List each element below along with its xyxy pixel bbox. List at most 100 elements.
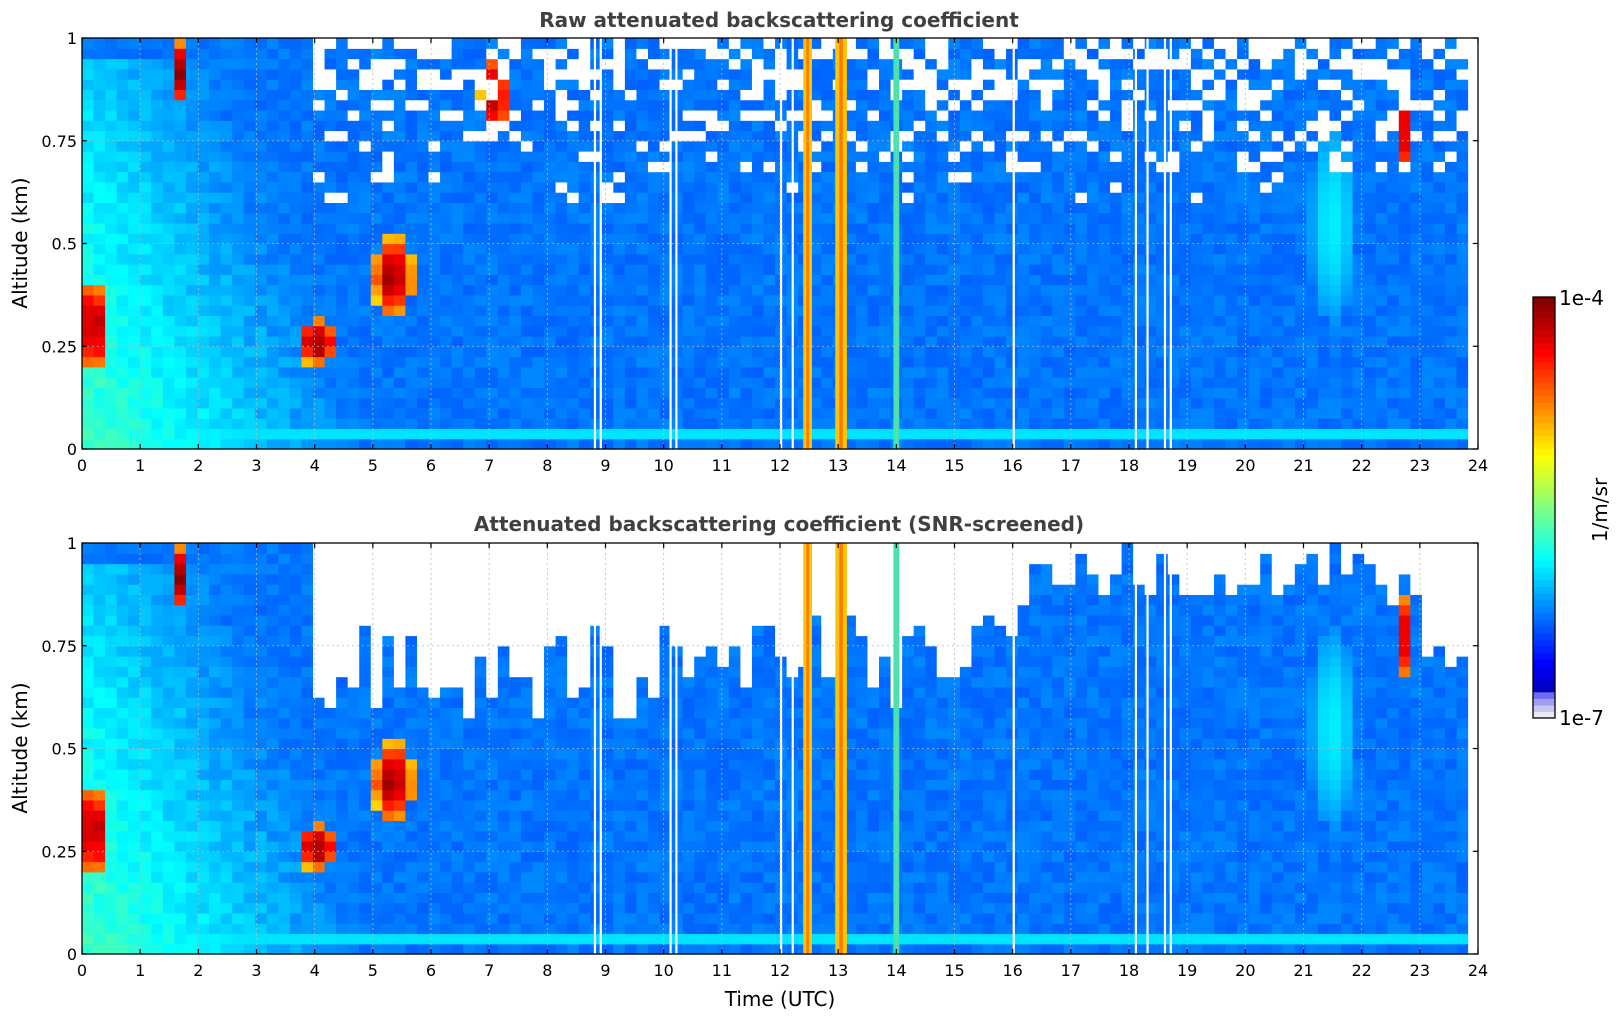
- heatmap-cell: [705, 243, 718, 255]
- heatmap-cell: [313, 397, 326, 409]
- heatmap-cell: [821, 130, 834, 142]
- heatmap-cell: [416, 233, 430, 245]
- heatmap-cell: [324, 407, 337, 419]
- heatmap-cell: [1352, 325, 1365, 337]
- heatmap-cell: [1260, 274, 1273, 286]
- heatmap-cell: [994, 346, 1007, 358]
- heatmap-cell: [636, 48, 649, 60]
- heatmap-cell: [1156, 233, 1169, 245]
- heatmap-cell: [243, 305, 256, 317]
- heatmap-cell: [1248, 407, 1261, 419]
- heatmap-cell: [301, 387, 314, 399]
- heatmap-cell: [1456, 171, 1469, 183]
- heatmap-cell: [82, 614, 95, 626]
- heatmap-cell: [1421, 48, 1435, 60]
- heatmap-cell: [1040, 130, 1053, 142]
- heatmap-cell: [1456, 130, 1469, 142]
- heatmap-cell: [1190, 264, 1204, 275]
- heatmap-cell: [659, 68, 672, 80]
- heatmap-cell: [1121, 181, 1134, 193]
- heatmap-cell: [1167, 274, 1180, 286]
- heatmap-cell: [717, 274, 730, 286]
- heatmap-cell: [1075, 222, 1088, 234]
- heatmap-cell: [1110, 222, 1123, 234]
- heatmap-cell: [567, 366, 580, 378]
- heatmap-cell: [1029, 222, 1042, 234]
- heatmap-cell: [1075, 58, 1088, 70]
- heatmap-cell: [809, 48, 822, 60]
- heatmap-cell: [705, 161, 718, 173]
- heatmap-cell: [174, 233, 187, 245]
- heatmap-cell: [1375, 366, 1388, 378]
- heatmap-cell: [370, 264, 383, 275]
- heatmap-cell: [1121, 212, 1134, 224]
- heatmap-cell: [1387, 192, 1400, 204]
- heatmap-cell: [959, 253, 973, 265]
- heatmap-cell: [486, 233, 499, 245]
- heatmap-cell: [347, 407, 360, 419]
- heatmap-cell: [1098, 202, 1111, 214]
- heatmap-cell: [451, 305, 464, 317]
- heatmap-cell: [1213, 397, 1227, 409]
- heatmap-cell: [497, 305, 510, 317]
- heatmap-cell: [1456, 377, 1469, 388]
- heatmap-cell: [1006, 377, 1019, 388]
- heatmap-cell: [1260, 192, 1273, 204]
- heatmap-cell: [382, 274, 395, 286]
- heatmap-cell: [648, 222, 661, 234]
- heatmap-cell: [971, 264, 984, 275]
- heatmap-cell: [1248, 346, 1261, 358]
- heatmap-cell: [382, 130, 395, 142]
- heatmap-cell: [197, 140, 210, 152]
- heatmap-cell: [1167, 58, 1180, 70]
- heatmap-cell: [1179, 428, 1192, 440]
- heatmap-cell: [1133, 335, 1146, 347]
- heatmap-cell: [682, 264, 695, 275]
- heatmap-cell: [255, 140, 268, 152]
- heatmap-cell: [1445, 140, 1458, 152]
- heatmap-cell: [313, 38, 326, 49]
- heatmap-cell: [590, 202, 603, 214]
- heatmap-cell: [763, 387, 776, 399]
- heatmap-cell: [289, 171, 303, 183]
- heatmap-cell: [116, 407, 129, 419]
- heatmap-cell: [1179, 243, 1192, 255]
- heatmap-cell: [948, 305, 961, 317]
- heatmap-cell: [1364, 79, 1377, 90]
- x-tick-label: 22: [1351, 456, 1371, 475]
- heatmap-cell: [1029, 38, 1042, 49]
- heatmap-cell: [278, 89, 291, 101]
- heatmap-cell: [1213, 89, 1227, 101]
- heatmap-cell: [982, 366, 996, 378]
- heatmap-cell: [1040, 418, 1053, 430]
- heatmap-cell: [1421, 428, 1435, 440]
- heatmap-cell: [567, 356, 580, 368]
- heatmap-cell: [740, 264, 753, 275]
- heatmap-cell: [751, 38, 765, 49]
- heatmap-cell: [1040, 438, 1053, 450]
- heatmap-cell: [255, 109, 268, 121]
- heatmap-cell: [1398, 38, 1411, 49]
- heatmap-cell: [717, 264, 730, 275]
- heatmap-cell: [590, 387, 603, 399]
- heatmap-cell: [209, 181, 222, 193]
- heatmap-cell: [266, 428, 279, 440]
- heatmap-cell: [1225, 151, 1238, 162]
- heatmap-cell: [1006, 79, 1019, 90]
- heatmap-cell: [128, 264, 141, 275]
- heatmap-cell: [232, 243, 245, 255]
- heatmap-cell: [1341, 377, 1354, 388]
- heatmap-cell: [1052, 428, 1065, 440]
- heatmap-cell: [936, 397, 949, 409]
- heatmap-cell: [1202, 89, 1215, 101]
- heatmap-cell: [1456, 253, 1469, 265]
- heatmap-cell: [185, 99, 199, 111]
- heatmap-cell: [428, 335, 441, 347]
- heatmap-cell: [717, 407, 730, 419]
- heatmap-cell: [544, 253, 557, 265]
- heatmap-cell: [232, 99, 245, 111]
- heatmap-cell: [451, 171, 464, 183]
- heatmap-cell: [879, 377, 892, 388]
- heatmap-cell: [636, 377, 649, 388]
- heatmap-cell: [694, 202, 707, 214]
